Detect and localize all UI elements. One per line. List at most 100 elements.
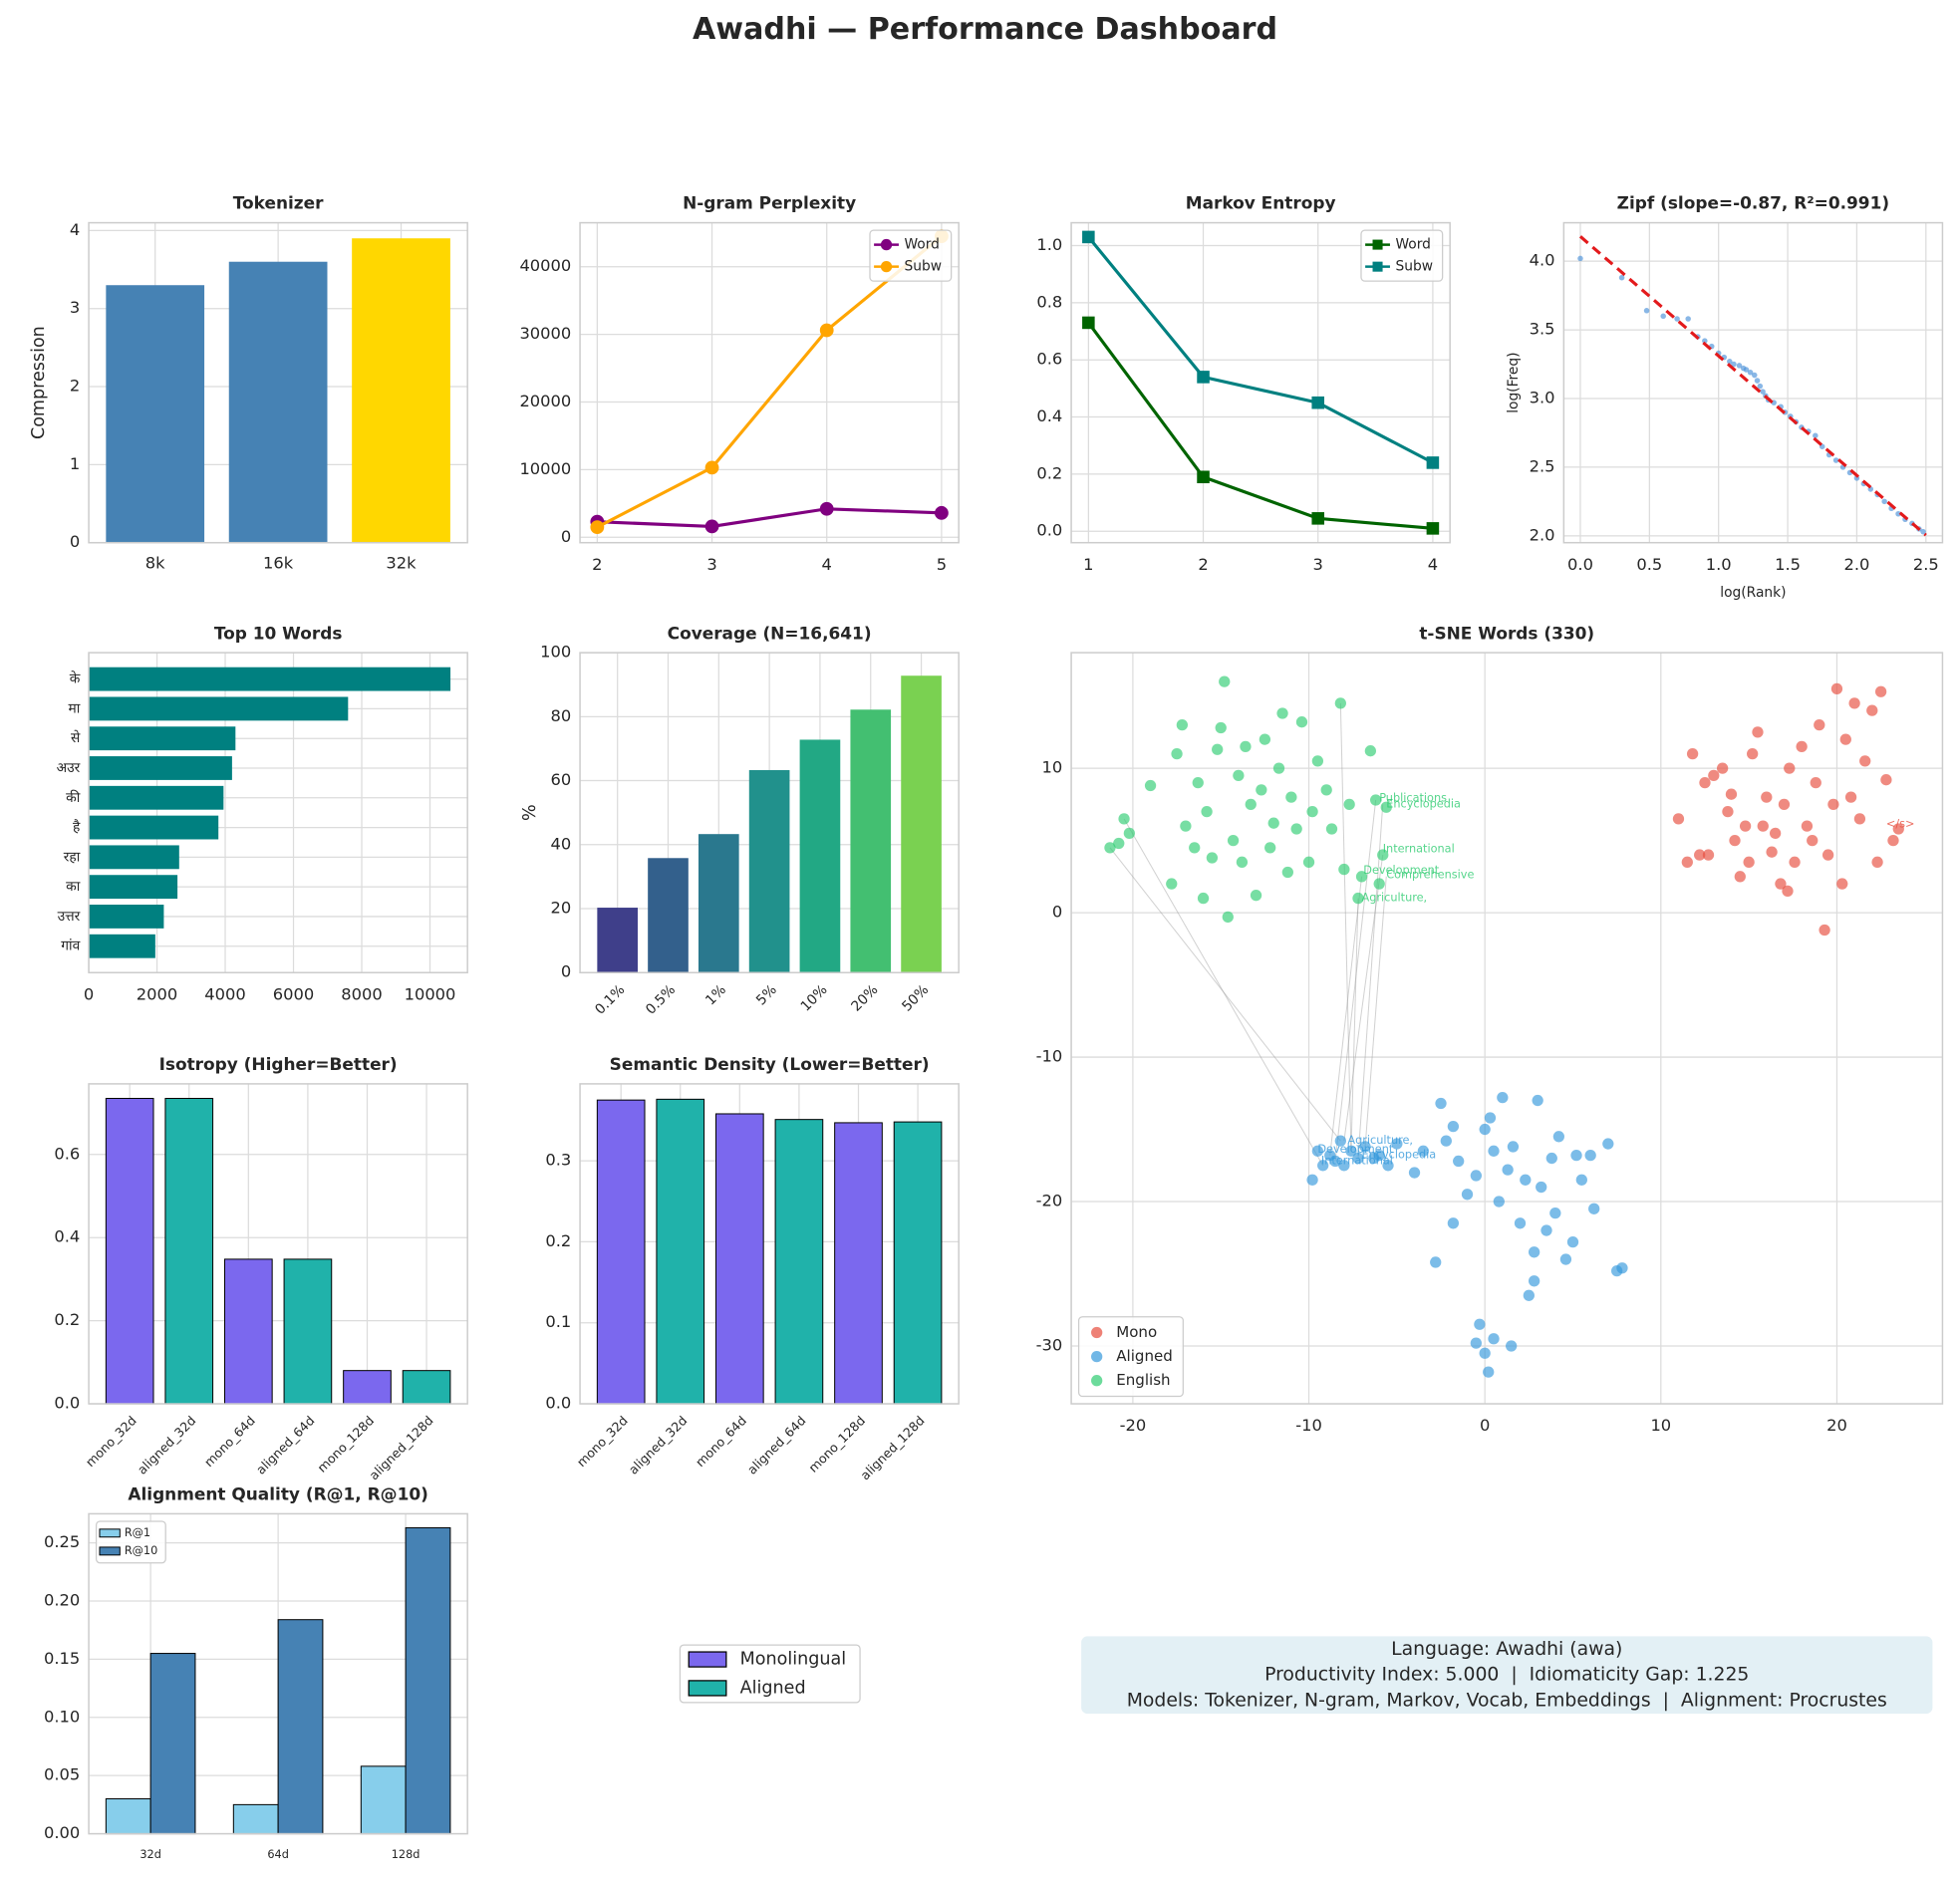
x-tick-label: 2: [592, 555, 602, 574]
info-box: [1081, 1636, 1933, 1715]
chart-title: Zipf (slope=-0.87, R²=0.991): [1617, 193, 1889, 213]
point: [1250, 890, 1262, 902]
point: [1295, 716, 1308, 728]
chart-title: Isotropy (Higher=Better): [159, 1054, 398, 1074]
point: [1240, 740, 1252, 752]
legend-swatch: [99, 1546, 121, 1556]
y-axis-label: log(Freq): [1506, 352, 1522, 412]
point: [1566, 1236, 1579, 1248]
point: [1686, 747, 1699, 760]
point: [1345, 1145, 1357, 1157]
legend-label: Aligned: [1116, 1347, 1173, 1365]
point: [1408, 1167, 1421, 1179]
point: [1311, 1145, 1324, 1157]
legend-label: Subw: [1395, 259, 1433, 275]
point: [1807, 834, 1819, 847]
line: [597, 507, 942, 528]
y-tick-label: 0.0: [54, 1394, 80, 1413]
point: [1212, 743, 1224, 755]
point: [1306, 805, 1318, 818]
x-tick-label: 1.5: [1775, 555, 1801, 574]
point: [1813, 432, 1819, 438]
point: [1796, 740, 1808, 752]
bar: [89, 815, 219, 840]
chart-title: Markov Entropy: [1186, 193, 1336, 213]
legend-label: Word: [1395, 237, 1430, 253]
y-tick-label: 0.0: [545, 1394, 571, 1413]
marker: [1082, 316, 1095, 330]
point: [1552, 1131, 1565, 1143]
point: [1769, 827, 1782, 839]
point: [1113, 837, 1125, 850]
x-tick-label: -10: [1295, 1416, 1322, 1435]
link-line: [1350, 898, 1359, 1152]
x-tick-label: -20: [1120, 1416, 1147, 1435]
point: [1311, 755, 1324, 767]
chart-title: Alignment Quality (R@1, R@10): [128, 1484, 427, 1504]
bar: [901, 675, 942, 973]
point: [1848, 697, 1860, 709]
marker: [819, 501, 834, 516]
bar: [277, 1619, 324, 1835]
y-tick-label: 1: [70, 454, 80, 473]
y-tick-label: 0.00: [44, 1823, 80, 1842]
point: [1672, 813, 1685, 825]
point: [1281, 866, 1293, 879]
point: [1570, 1150, 1582, 1162]
bar: [698, 834, 739, 973]
point: [1507, 1141, 1520, 1153]
point: [1222, 911, 1234, 924]
point: [1201, 805, 1213, 818]
point: [1447, 1121, 1460, 1133]
legend-label: Subw: [904, 259, 942, 275]
point: [1520, 1174, 1532, 1186]
point: [1276, 707, 1288, 719]
annotation: Publications: [1379, 792, 1447, 805]
bar: [89, 905, 164, 929]
legend-marker: [1091, 1375, 1103, 1387]
point: [1725, 788, 1738, 800]
point: [1685, 316, 1691, 322]
x-tick-label: 0: [1480, 1416, 1490, 1435]
x-tick-label: 32d: [140, 1848, 161, 1861]
plot-area: [1071, 653, 1943, 1405]
legend-label: English: [1116, 1371, 1170, 1389]
y-tick-label: 3.0: [1530, 388, 1555, 406]
point: [1334, 1135, 1346, 1147]
y-tick-label: 2: [70, 377, 80, 396]
bar: [89, 756, 232, 780]
y-tick-label: 2.0: [1530, 525, 1555, 544]
marker: [819, 323, 834, 338]
bar: [89, 785, 224, 810]
point: [1754, 378, 1761, 384]
point: [1488, 1333, 1500, 1345]
point: [1532, 1094, 1543, 1107]
point: [1317, 1160, 1329, 1172]
point: [1830, 682, 1843, 694]
plot-border: [88, 1083, 468, 1405]
x-tick-label: 4000: [204, 984, 245, 1003]
point: [1660, 313, 1666, 320]
plot-border: [1562, 221, 1944, 544]
point: [1881, 498, 1887, 505]
legend-label: Aligned: [740, 1678, 806, 1698]
point: [1575, 1174, 1587, 1186]
point: [1588, 1203, 1600, 1214]
point: [1694, 849, 1706, 861]
legend: Word Subw: [869, 229, 953, 282]
point: [1853, 813, 1866, 825]
marker: [704, 460, 719, 475]
marker: [1311, 512, 1324, 525]
x-tick-label: 32k: [386, 554, 417, 573]
point: [1285, 791, 1297, 803]
point: [1681, 856, 1693, 868]
marker: [1082, 230, 1095, 244]
y-axis-label: %: [520, 804, 540, 821]
point: [1259, 733, 1271, 745]
bar: [748, 769, 790, 973]
point: [1166, 878, 1178, 890]
x-tick-label: 2: [1198, 555, 1208, 574]
point: [1514, 1217, 1527, 1229]
point: [1734, 871, 1746, 883]
y-tick-label: -30: [1036, 1336, 1063, 1355]
